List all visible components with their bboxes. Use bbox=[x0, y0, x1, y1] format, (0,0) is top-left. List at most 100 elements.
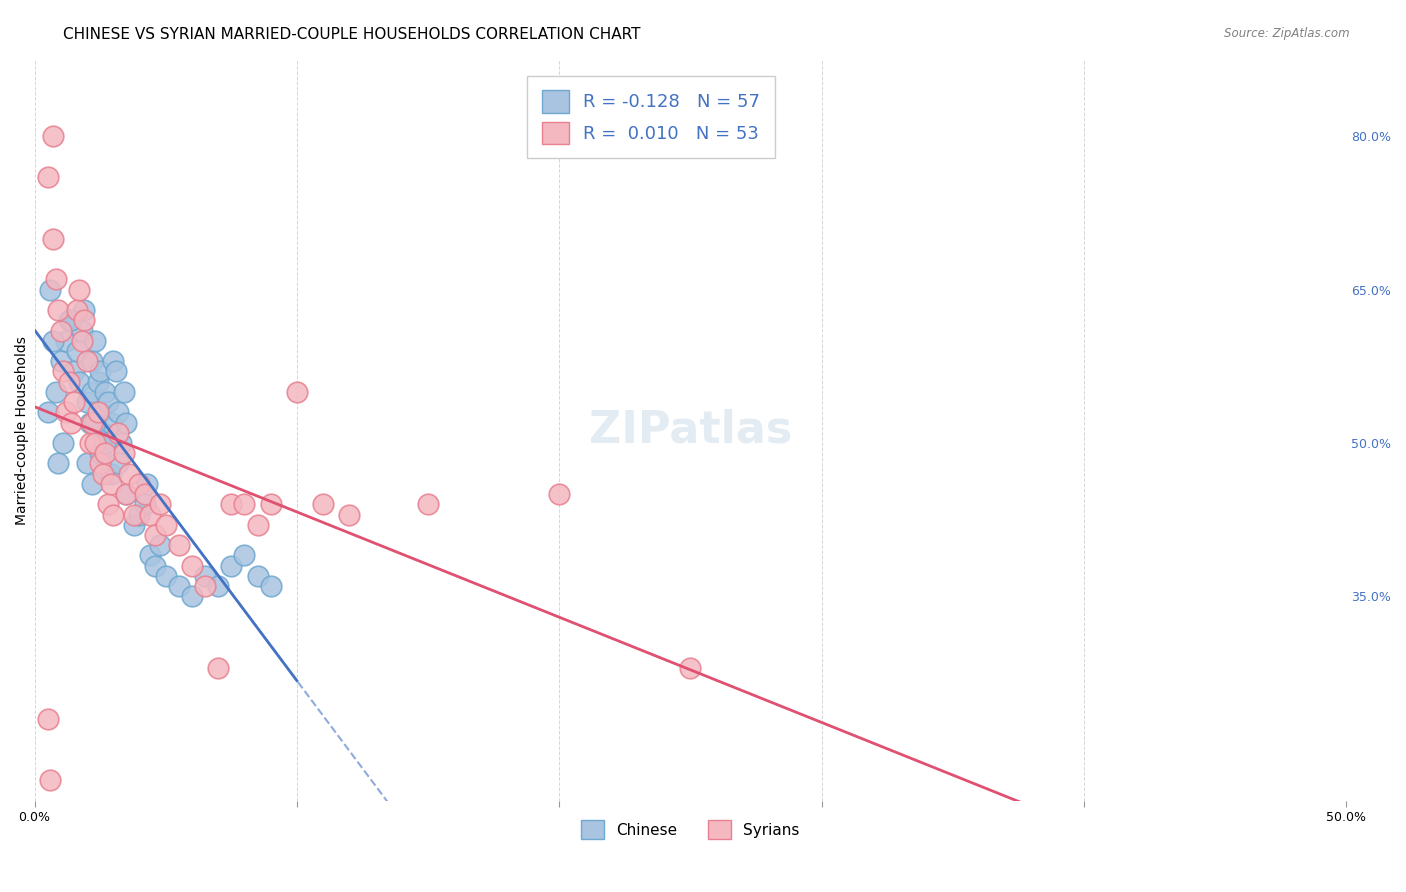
Point bbox=[112, 384, 135, 399]
Point bbox=[70, 324, 93, 338]
Point bbox=[679, 661, 702, 675]
Point bbox=[60, 313, 83, 327]
Point bbox=[143, 558, 166, 573]
Point bbox=[79, 416, 101, 430]
Point bbox=[155, 569, 177, 583]
Point bbox=[52, 436, 75, 450]
Point bbox=[83, 416, 105, 430]
Point bbox=[67, 375, 90, 389]
Text: Source: ZipAtlas.com: Source: ZipAtlas.com bbox=[1225, 27, 1350, 40]
Point bbox=[100, 477, 122, 491]
Point bbox=[37, 712, 59, 726]
Point bbox=[167, 579, 190, 593]
Point bbox=[107, 457, 129, 471]
Point bbox=[67, 283, 90, 297]
Point bbox=[89, 405, 111, 419]
Point bbox=[149, 538, 172, 552]
Y-axis label: Married-couple Households: Married-couple Households bbox=[15, 335, 30, 524]
Point bbox=[181, 558, 204, 573]
Point bbox=[207, 661, 229, 675]
Point bbox=[58, 313, 80, 327]
Point bbox=[103, 354, 125, 368]
Point bbox=[86, 375, 108, 389]
Point bbox=[58, 375, 80, 389]
Point bbox=[259, 497, 281, 511]
Point bbox=[107, 425, 129, 440]
Point bbox=[143, 528, 166, 542]
Text: ZIPatlas: ZIPatlas bbox=[589, 409, 792, 451]
Point bbox=[49, 354, 72, 368]
Point bbox=[128, 477, 150, 491]
Point bbox=[42, 129, 65, 144]
Point bbox=[312, 497, 335, 511]
Point bbox=[82, 354, 104, 368]
Point bbox=[82, 384, 104, 399]
Point bbox=[49, 324, 72, 338]
Point bbox=[115, 487, 138, 501]
Point bbox=[46, 457, 69, 471]
Point bbox=[221, 558, 243, 573]
Point bbox=[89, 457, 111, 471]
Point bbox=[65, 343, 87, 358]
Point bbox=[122, 508, 145, 522]
Point bbox=[45, 384, 67, 399]
Point bbox=[63, 364, 86, 378]
Point bbox=[97, 497, 120, 511]
Point bbox=[128, 508, 150, 522]
Point bbox=[416, 497, 439, 511]
Point bbox=[83, 334, 105, 348]
Point bbox=[65, 303, 87, 318]
Point bbox=[94, 446, 117, 460]
Point bbox=[118, 467, 141, 481]
Point bbox=[246, 569, 269, 583]
Point bbox=[100, 467, 122, 481]
Point bbox=[73, 313, 96, 327]
Point bbox=[194, 569, 217, 583]
Point bbox=[259, 579, 281, 593]
Point bbox=[134, 487, 156, 501]
Point bbox=[107, 405, 129, 419]
Point bbox=[91, 425, 114, 440]
Point bbox=[110, 436, 132, 450]
Point bbox=[55, 405, 77, 419]
Point bbox=[100, 416, 122, 430]
Point bbox=[136, 477, 159, 491]
Point bbox=[337, 508, 360, 522]
Point bbox=[82, 477, 104, 491]
Point bbox=[194, 579, 217, 593]
Point bbox=[37, 170, 59, 185]
Point bbox=[285, 384, 308, 399]
Point bbox=[139, 508, 162, 522]
Point bbox=[63, 395, 86, 409]
Point bbox=[73, 303, 96, 318]
Point bbox=[134, 497, 156, 511]
Point bbox=[181, 590, 204, 604]
Point bbox=[42, 231, 65, 245]
Point bbox=[79, 436, 101, 450]
Point bbox=[76, 457, 98, 471]
Point bbox=[103, 508, 125, 522]
Text: CHINESE VS SYRIAN MARRIED-COUPLE HOUSEHOLDS CORRELATION CHART: CHINESE VS SYRIAN MARRIED-COUPLE HOUSEHO… bbox=[63, 27, 641, 42]
Point bbox=[83, 436, 105, 450]
Point bbox=[94, 384, 117, 399]
Point bbox=[39, 773, 62, 788]
Point bbox=[149, 497, 172, 511]
Point bbox=[167, 538, 190, 552]
Point bbox=[76, 395, 98, 409]
Point bbox=[139, 549, 162, 563]
Point bbox=[60, 416, 83, 430]
Point bbox=[548, 487, 571, 501]
Point bbox=[104, 364, 127, 378]
Point bbox=[97, 395, 120, 409]
Point bbox=[70, 334, 93, 348]
Point bbox=[246, 517, 269, 532]
Point bbox=[76, 354, 98, 368]
Point bbox=[221, 497, 243, 511]
Point bbox=[89, 446, 111, 460]
Point bbox=[207, 579, 229, 593]
Point bbox=[55, 334, 77, 348]
Point bbox=[91, 467, 114, 481]
Point bbox=[89, 364, 111, 378]
Point bbox=[115, 487, 138, 501]
Point bbox=[233, 549, 256, 563]
